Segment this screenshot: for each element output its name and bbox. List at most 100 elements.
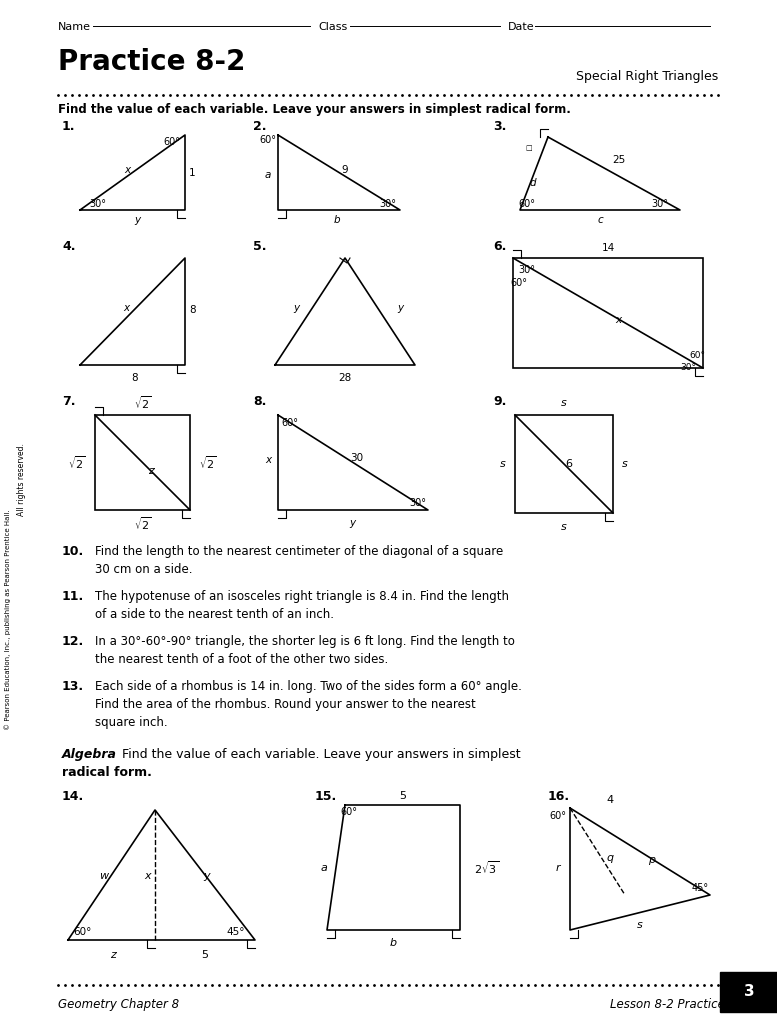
Text: 60°: 60° bbox=[340, 807, 357, 817]
Text: Find the area of the rhombus. Round your answer to the nearest: Find the area of the rhombus. Round your… bbox=[95, 698, 476, 711]
Text: y: y bbox=[293, 303, 299, 313]
Text: y: y bbox=[397, 303, 403, 313]
Text: s: s bbox=[622, 459, 628, 469]
Text: 3: 3 bbox=[744, 984, 754, 999]
Text: 4: 4 bbox=[606, 795, 614, 805]
Text: 5: 5 bbox=[201, 950, 208, 961]
Text: 1.: 1. bbox=[62, 120, 75, 133]
Text: 11.: 11. bbox=[62, 590, 84, 603]
Text: 12.: 12. bbox=[62, 635, 84, 648]
Text: y: y bbox=[134, 215, 140, 225]
Text: The hypotenuse of an isosceles right triangle is 8.4 in. Find the length: The hypotenuse of an isosceles right tri… bbox=[95, 590, 509, 603]
Text: y: y bbox=[349, 518, 355, 528]
Text: 60°: 60° bbox=[689, 351, 705, 360]
Text: $\sqrt{2}$: $\sqrt{2}$ bbox=[199, 454, 217, 471]
Text: x: x bbox=[124, 165, 130, 175]
Text: $\sqrt{2}$: $\sqrt{2}$ bbox=[68, 454, 86, 471]
Text: 60°: 60° bbox=[163, 137, 180, 147]
Text: Find the value of each variable. Leave your answers in simplest: Find the value of each variable. Leave y… bbox=[122, 748, 521, 761]
Text: Special Right Triangles: Special Right Triangles bbox=[576, 70, 718, 83]
Text: $2\sqrt{3}$: $2\sqrt{3}$ bbox=[475, 859, 500, 877]
Text: 30: 30 bbox=[350, 453, 364, 463]
Text: s: s bbox=[637, 920, 643, 930]
Text: x: x bbox=[123, 303, 129, 313]
Text: w: w bbox=[99, 871, 109, 881]
Text: $\sqrt{2}$: $\sqrt{2}$ bbox=[134, 394, 152, 412]
Text: 28: 28 bbox=[338, 373, 352, 383]
Text: © Pearson Education, Inc., publishing as Pearson Prentice Hall.: © Pearson Education, Inc., publishing as… bbox=[5, 510, 12, 730]
Text: □: □ bbox=[526, 145, 532, 151]
Text: Find the value of each variable. Leave your answers in simplest radical form.: Find the value of each variable. Leave y… bbox=[58, 103, 571, 116]
Text: 30°: 30° bbox=[518, 265, 535, 275]
Text: 8.: 8. bbox=[253, 395, 267, 408]
Text: 60°: 60° bbox=[518, 199, 535, 209]
Text: 60°: 60° bbox=[73, 927, 91, 937]
Text: In a 30°-60°-90° triangle, the shorter leg is 6 ft long. Find the length to: In a 30°-60°-90° triangle, the shorter l… bbox=[95, 635, 515, 648]
Text: the nearest tenth of a foot of the other two sides.: the nearest tenth of a foot of the other… bbox=[95, 653, 388, 666]
Text: Practice 8-2: Practice 8-2 bbox=[58, 48, 246, 76]
Text: 30°: 30° bbox=[409, 498, 427, 508]
Text: 15.: 15. bbox=[315, 790, 337, 803]
Text: d: d bbox=[530, 178, 536, 188]
Text: 6: 6 bbox=[566, 459, 573, 469]
Text: 30°: 30° bbox=[379, 199, 396, 209]
Text: 13.: 13. bbox=[62, 680, 84, 693]
Text: 9: 9 bbox=[342, 165, 348, 175]
Text: z: z bbox=[110, 950, 116, 961]
Text: 9.: 9. bbox=[493, 395, 507, 408]
Text: b: b bbox=[389, 938, 396, 948]
Text: a: a bbox=[265, 170, 271, 180]
Text: z: z bbox=[148, 466, 153, 475]
Text: s: s bbox=[561, 522, 567, 532]
Text: Algebra: Algebra bbox=[62, 748, 117, 761]
Text: square inch.: square inch. bbox=[95, 716, 168, 729]
Text: x: x bbox=[145, 871, 152, 881]
Text: 60°: 60° bbox=[549, 811, 566, 821]
Text: 3.: 3. bbox=[493, 120, 507, 133]
Text: x: x bbox=[615, 315, 621, 325]
Bar bbox=[513, 258, 703, 368]
Bar bbox=[95, 415, 190, 510]
Text: q: q bbox=[606, 853, 614, 863]
Text: 30°: 30° bbox=[651, 199, 668, 209]
Text: y: y bbox=[204, 871, 211, 881]
Text: b: b bbox=[333, 215, 340, 225]
Text: Lesson 8-2 Practice: Lesson 8-2 Practice bbox=[610, 998, 725, 1011]
Text: 7.: 7. bbox=[62, 395, 75, 408]
Text: 6.: 6. bbox=[493, 240, 507, 253]
Text: p: p bbox=[649, 855, 656, 865]
Text: Geometry Chapter 8: Geometry Chapter 8 bbox=[58, 998, 179, 1011]
Text: 60°: 60° bbox=[281, 418, 298, 428]
Text: 8: 8 bbox=[131, 373, 138, 383]
Text: c: c bbox=[598, 215, 603, 225]
Bar bbox=[515, 415, 613, 513]
Text: x: x bbox=[265, 455, 271, 465]
Text: radical form.: radical form. bbox=[62, 766, 152, 779]
Text: 5: 5 bbox=[399, 791, 406, 801]
Text: 45°: 45° bbox=[227, 927, 246, 937]
Text: 14.: 14. bbox=[62, 790, 84, 803]
Text: Each side of a rhombus is 14 in. long. Two of the sides form a 60° angle.: Each side of a rhombus is 14 in. long. T… bbox=[95, 680, 522, 693]
Text: 60°: 60° bbox=[510, 278, 528, 288]
Text: s: s bbox=[561, 398, 567, 408]
Text: 5.: 5. bbox=[253, 240, 267, 253]
Text: 14: 14 bbox=[601, 243, 615, 253]
Text: $\sqrt{2}$: $\sqrt{2}$ bbox=[134, 516, 152, 532]
Text: 2.: 2. bbox=[253, 120, 267, 133]
Text: 45°: 45° bbox=[692, 883, 709, 893]
Text: Class: Class bbox=[318, 22, 347, 32]
Text: Name: Name bbox=[58, 22, 91, 32]
Text: of a side to the nearest tenth of an inch.: of a side to the nearest tenth of an inc… bbox=[95, 608, 334, 621]
Text: s: s bbox=[500, 459, 506, 469]
Text: 30°: 30° bbox=[89, 199, 106, 209]
Bar bbox=[720, 972, 777, 1012]
Text: 60°: 60° bbox=[260, 135, 277, 145]
Text: r: r bbox=[556, 863, 560, 873]
Text: All rights reserved.: All rights reserved. bbox=[18, 443, 26, 516]
Text: 10.: 10. bbox=[62, 545, 84, 558]
Text: 1: 1 bbox=[189, 168, 195, 178]
Text: 8: 8 bbox=[190, 305, 197, 315]
Text: 30 cm on a side.: 30 cm on a side. bbox=[95, 563, 193, 575]
Text: 16.: 16. bbox=[548, 790, 570, 803]
Text: Date: Date bbox=[508, 22, 535, 32]
